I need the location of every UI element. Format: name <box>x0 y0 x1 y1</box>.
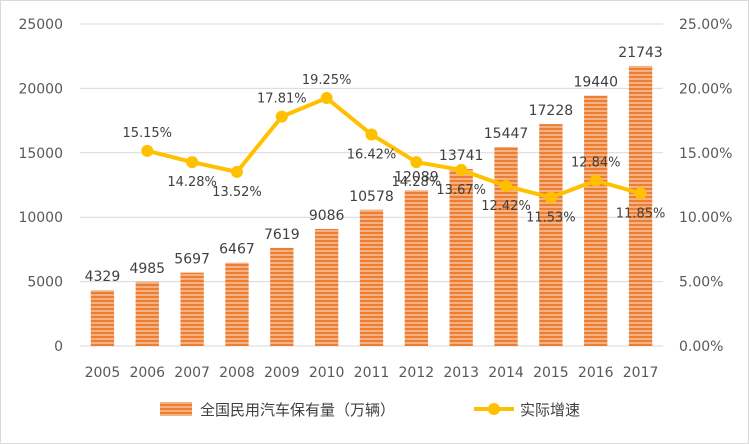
growth-line <box>146 96 642 200</box>
bar <box>314 228 339 346</box>
bar <box>628 65 653 346</box>
y-left-tick-label: 15000 <box>18 146 63 162</box>
legend: 全国民用汽车保有量（万辆） 实际增速 <box>160 401 580 419</box>
bar <box>135 281 159 346</box>
y-left-tick-label: 0 <box>54 339 63 355</box>
y-left-tick-label: 10000 <box>18 210 63 226</box>
bar-value-label: 19440 <box>573 75 618 91</box>
y-right-tick-label: 10.00% <box>679 210 732 226</box>
growth-point <box>410 156 423 169</box>
y-right-tick-label: 5.00% <box>679 275 723 291</box>
x-tick-label: 2016 <box>578 365 614 381</box>
growth-value-label: 11.85% <box>616 206 666 221</box>
bar-value-label: 6467 <box>219 242 255 258</box>
bar <box>359 209 384 346</box>
bar <box>404 190 429 346</box>
y-right-tick-label: 15.00% <box>679 146 732 162</box>
growth-value-label: 14.28% <box>167 175 217 190</box>
x-tick-label: 2009 <box>264 365 300 381</box>
growth-point <box>275 110 288 123</box>
growth-point <box>544 191 557 204</box>
x-tick-label: 2010 <box>309 365 345 381</box>
line-series <box>141 92 647 204</box>
bar-value-label: 4329 <box>85 269 121 285</box>
gridlines <box>80 23 663 347</box>
bar-value-label: 17228 <box>529 103 574 119</box>
bar-value-label: 4985 <box>129 261 165 277</box>
legend-label-line: 实际增速 <box>520 401 580 419</box>
x-tick-label: 2005 <box>85 365 121 381</box>
legend-swatch-marker <box>488 403 500 415</box>
x-tick-label: 2006 <box>129 365 165 381</box>
x-tick-label: 2012 <box>399 365 435 381</box>
growth-point <box>455 163 468 176</box>
bar <box>225 262 249 346</box>
bar-value-label: 21743 <box>618 45 663 61</box>
growth-point <box>186 156 199 169</box>
bar <box>90 290 115 346</box>
y-left-tick-label: 25000 <box>18 17 63 33</box>
legend-swatch-bars <box>160 402 192 416</box>
bar <box>539 124 563 346</box>
y-right-tick-label: 0.00% <box>679 339 723 355</box>
growth-point <box>230 165 243 178</box>
legend-label-bars: 全国民用汽车保有量（万辆） <box>200 401 395 419</box>
y-right-tick-label: 25.00% <box>679 17 732 33</box>
growth-value-label: 14.28% <box>392 175 442 190</box>
x-tick-label: 2013 <box>443 365 479 381</box>
growth-value-label: 13.67% <box>436 183 486 198</box>
growth-point <box>141 144 154 157</box>
bar <box>180 272 204 346</box>
bar-value-label: 13741 <box>439 148 484 164</box>
x-tick-label: 2014 <box>488 365 524 381</box>
growth-point <box>589 174 602 187</box>
growth-value-label: 12.84% <box>571 156 621 171</box>
growth-value-label: 15.15% <box>122 126 172 141</box>
x-tick-label: 2017 <box>623 365 659 381</box>
data-labels: 4329498556976467761990861057812089137411… <box>85 45 666 285</box>
growth-point <box>634 187 647 200</box>
growth-point <box>365 128 378 141</box>
x-tick-label: 2011 <box>354 365 390 381</box>
bar-value-label: 15447 <box>484 126 529 142</box>
bar-value-label: 7619 <box>264 227 300 243</box>
bar <box>270 247 294 346</box>
y-left-tick-label: 20000 <box>18 81 63 97</box>
bar <box>494 147 518 346</box>
growth-value-label: 11.53% <box>526 210 576 225</box>
bar-value-label: 5697 <box>174 252 210 268</box>
growth-value-label: 16.42% <box>347 148 397 163</box>
y-right-tick-label: 20.00% <box>679 81 732 97</box>
bar-series <box>90 65 653 347</box>
x-tick-label: 2007 <box>174 365 210 381</box>
bar <box>584 95 608 347</box>
growth-value-label: 12.42% <box>481 199 531 214</box>
bar <box>449 169 473 346</box>
growth-value-label: 17.81% <box>257 92 307 107</box>
axes: 0 0.00% 5000 5.00% 10000 10.00% 15000 15.00% 200… <box>18 17 732 381</box>
growth-value-label: 13.52% <box>212 185 262 200</box>
growth-value-label: 19.25% <box>302 73 352 88</box>
bar-value-label: 12089 <box>394 169 439 185</box>
bar-value-label: 9086 <box>309 208 345 224</box>
bar-value-label: 10578 <box>349 189 394 205</box>
growth-point <box>320 92 333 105</box>
growth-point <box>500 180 513 193</box>
x-tick-label: 2015 <box>533 365 569 381</box>
y-left-tick-label: 5000 <box>27 275 63 291</box>
x-tick-label: 2008 <box>219 365 255 381</box>
